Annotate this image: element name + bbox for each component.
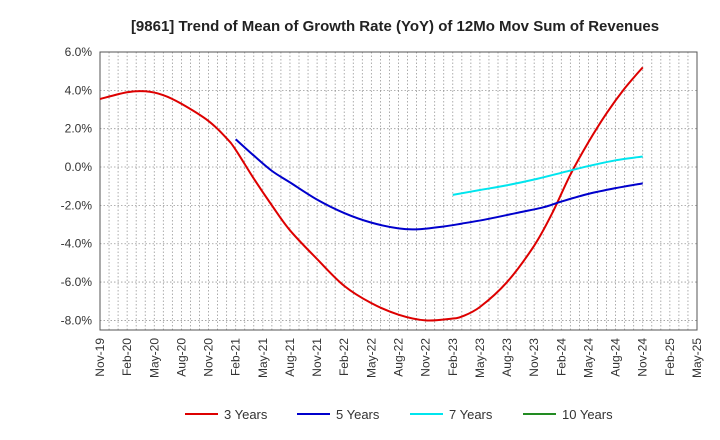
plot-area bbox=[99, 51, 698, 331]
x-tick-label: Feb-25 bbox=[663, 338, 677, 376]
x-tick-label: Nov-24 bbox=[636, 338, 650, 377]
legend: 3 Years 5 Years 7 Years 10 Years bbox=[185, 407, 613, 422]
x-tick-label: May-20 bbox=[147, 338, 161, 378]
x-tick-label: Feb-24 bbox=[554, 338, 568, 376]
x-tick-label: Nov-22 bbox=[419, 338, 433, 377]
y-tick-label: -8.0% bbox=[61, 313, 93, 327]
y-axis-ticks: 6.0% 4.0% 2.0% 0.0% -2.0% -4.0% -6.0% -8.0% bbox=[61, 45, 93, 327]
series-line-3-years bbox=[99, 66, 644, 322]
x-tick-label: May-25 bbox=[690, 338, 704, 378]
x-tick-label: Nov-21 bbox=[310, 338, 324, 377]
x-tick-label: Aug-21 bbox=[283, 338, 297, 377]
gridlines bbox=[100, 51, 697, 330]
x-tick-label: Aug-24 bbox=[609, 338, 623, 377]
y-tick-label: 6.0% bbox=[65, 45, 93, 59]
legend-label-7-years: 7 Years bbox=[449, 407, 493, 422]
x-tick-label: May-24 bbox=[581, 338, 595, 378]
legend-label-10-years: 10 Years bbox=[562, 407, 613, 422]
x-tick-label: Aug-20 bbox=[174, 338, 188, 377]
series-lines bbox=[99, 66, 644, 322]
x-tick-label: Aug-22 bbox=[392, 338, 406, 377]
y-tick-label: 0.0% bbox=[65, 160, 93, 174]
x-tick-label: May-22 bbox=[364, 338, 378, 378]
y-tick-label: 4.0% bbox=[65, 83, 93, 97]
y-tick-label: -2.0% bbox=[61, 198, 93, 212]
legend-label-5-years: 5 Years bbox=[336, 407, 380, 422]
x-tick-label: Feb-23 bbox=[446, 338, 460, 376]
y-tick-label: -6.0% bbox=[61, 275, 93, 289]
x-tick-label: Aug-23 bbox=[500, 338, 514, 377]
x-tick-label: May-21 bbox=[256, 338, 270, 378]
y-tick-label: 2.0% bbox=[65, 122, 93, 136]
x-tick-label: Feb-21 bbox=[229, 338, 243, 376]
x-tick-label: Nov-20 bbox=[202, 338, 216, 377]
x-tick-label: Nov-19 bbox=[93, 338, 107, 377]
chart-title: [9861] Trend of Mean of Growth Rate (YoY… bbox=[131, 18, 659, 35]
y-tick-label: -4.0% bbox=[61, 237, 93, 251]
x-axis-ticks: Nov-19 Feb-20 May-20 Aug-20 Nov-20 Feb-21 May-… bbox=[93, 338, 704, 378]
x-tick-label: Nov-23 bbox=[527, 338, 541, 377]
series-line-7-years bbox=[452, 155, 643, 196]
x-tick-label: May-23 bbox=[473, 338, 487, 378]
x-tick-label: Feb-22 bbox=[337, 338, 351, 376]
x-tick-label: Feb-20 bbox=[120, 338, 134, 376]
series-line-5-years bbox=[235, 138, 643, 231]
legend-label-3-years: 3 Years bbox=[224, 407, 268, 422]
